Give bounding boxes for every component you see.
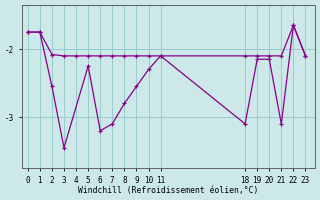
X-axis label: Windchill (Refroidissement éolien,°C): Windchill (Refroidissement éolien,°C) bbox=[78, 186, 259, 195]
